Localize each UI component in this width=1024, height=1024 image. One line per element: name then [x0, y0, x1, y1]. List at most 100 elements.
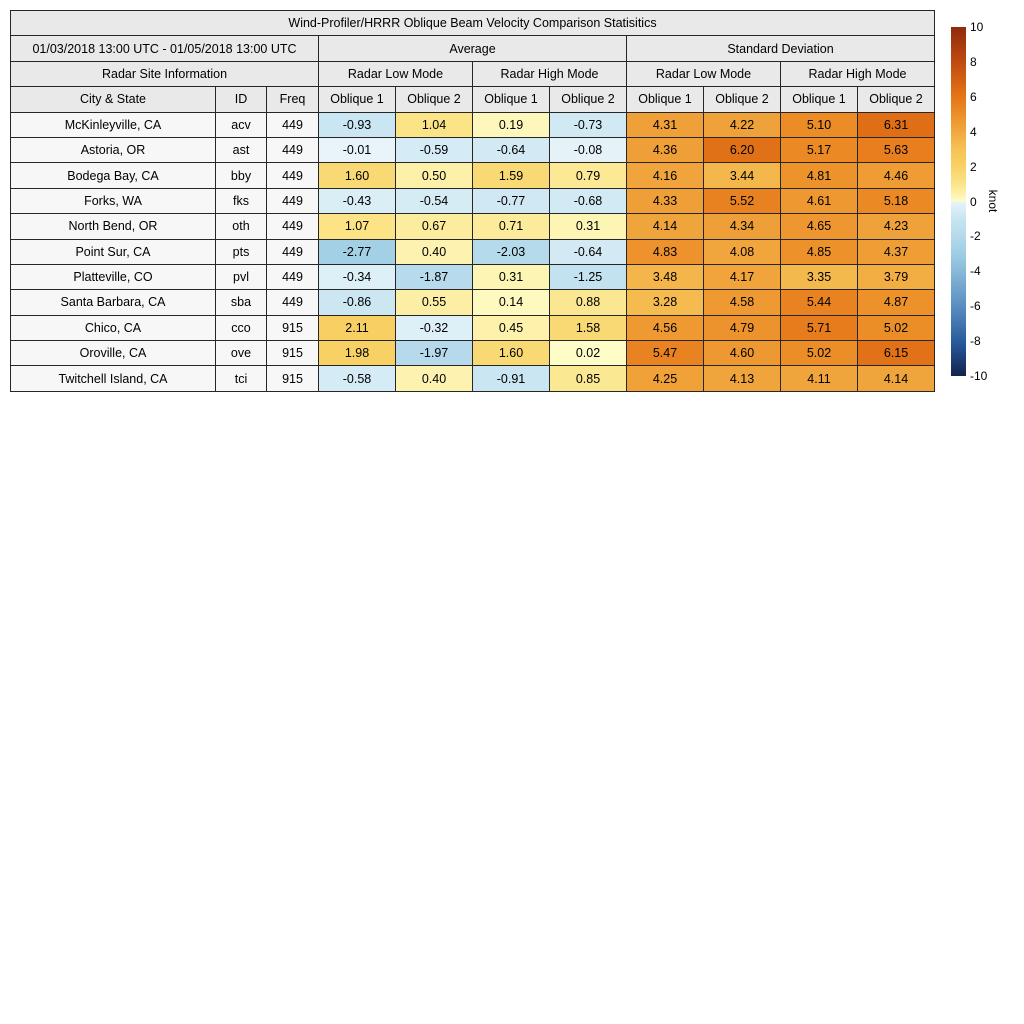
colorbar-tick-label: -6: [970, 299, 981, 314]
value-cell: 6.31: [857, 111, 935, 138]
value-cell: 4.11: [780, 365, 858, 392]
colorbar-tick-label: 6: [970, 89, 977, 104]
id-cell: tci: [215, 365, 267, 392]
city-cell: North Bend, OR: [10, 213, 216, 240]
value-cell: -0.34: [318, 263, 396, 291]
city-cell: Bodega Bay, CA: [10, 162, 216, 189]
value-cell: 4.08: [703, 238, 781, 265]
value-cell: 4.61: [780, 187, 858, 215]
table-row: McKinleyville, CA acv 449 -0.93 1.04 0.19 -0.7…: [10, 111, 935, 138]
value-cell: 1.58: [549, 314, 627, 342]
value-cell: 5.47: [626, 340, 704, 367]
value-cell: 0.79: [549, 162, 627, 189]
value-cell: 4.56: [626, 314, 704, 342]
value-cell: -1.87: [395, 263, 473, 291]
value-cell: -0.58: [318, 365, 396, 392]
city-cell: Oroville, CA: [10, 340, 216, 367]
value-cell: -0.64: [472, 136, 550, 164]
value-cell: -2.77: [318, 238, 396, 265]
site-info-header: Radar Site Information: [10, 60, 319, 88]
colorbar-unit-label: knot: [986, 189, 1000, 213]
mode-header-std-high: Radar High Mode: [780, 60, 935, 88]
value-cell: -0.54: [395, 187, 473, 215]
table-row: Oroville, CA ove 915 1.98 -1.97 1.60 0.02 5.47 4…: [10, 340, 935, 367]
table-row: Platteville, CO pvl 449 -0.34 -1.87 0.31 -1.25…: [10, 263, 935, 291]
value-cell: 4.22: [703, 111, 781, 138]
city-cell: Astoria, OR: [10, 136, 216, 164]
value-cell: 0.40: [395, 365, 473, 392]
mode-header-row: Radar Site Information Radar Low Mode Ra…: [10, 60, 935, 88]
value-cell: -0.08: [549, 136, 627, 164]
value-cell: -0.91: [472, 365, 550, 392]
value-cell: 0.45: [472, 314, 550, 342]
value-cell: -0.93: [318, 111, 396, 138]
column-header-oblique: Oblique 2: [857, 86, 935, 113]
freq-cell: 449: [266, 263, 319, 291]
value-cell: 0.50: [395, 162, 473, 189]
freq-cell: 449: [266, 162, 319, 189]
freq-cell: 915: [266, 314, 319, 342]
city-cell: McKinleyville, CA: [10, 111, 216, 138]
column-header-oblique: Oblique 1: [318, 86, 396, 113]
value-cell: 5.10: [780, 111, 858, 138]
column-header-city: City & State: [10, 86, 216, 113]
value-cell: 4.23: [857, 213, 935, 240]
value-cell: 1.98: [318, 340, 396, 367]
value-cell: -0.59: [395, 136, 473, 164]
value-cell: -0.86: [318, 289, 396, 316]
value-cell: 1.60: [318, 162, 396, 189]
value-cell: 2.11: [318, 314, 396, 342]
colorbar-tick-label: 4: [970, 124, 977, 139]
value-cell: -1.97: [395, 340, 473, 367]
value-cell: 4.16: [626, 162, 704, 189]
value-cell: 0.88: [549, 289, 627, 316]
city-cell: Platteville, CO: [10, 263, 216, 291]
value-cell: 4.46: [857, 162, 935, 189]
value-cell: -0.77: [472, 187, 550, 215]
city-cell: Point Sur, CA: [10, 238, 216, 265]
column-header-oblique: Oblique 1: [780, 86, 858, 113]
freq-cell: 449: [266, 238, 319, 265]
id-cell: fks: [215, 187, 267, 215]
value-cell: 5.02: [857, 314, 935, 342]
column-header-id: ID: [215, 86, 267, 113]
freq-cell: 449: [266, 136, 319, 164]
value-cell: 5.02: [780, 340, 858, 367]
colorbar-tick-label: -4: [970, 264, 981, 279]
id-cell: oth: [215, 213, 267, 240]
value-cell: 5.71: [780, 314, 858, 342]
value-cell: 5.18: [857, 187, 935, 215]
id-cell: bby: [215, 162, 267, 189]
value-cell: 6.20: [703, 136, 781, 164]
city-cell: Twitchell Island, CA: [10, 365, 216, 392]
value-cell: 0.67: [395, 213, 473, 240]
value-cell: 5.44: [780, 289, 858, 316]
value-cell: 4.85: [780, 238, 858, 265]
mode-header-avg-high: Radar High Mode: [472, 60, 627, 88]
value-cell: 4.25: [626, 365, 704, 392]
stddev-group-header: Standard Deviation: [626, 35, 935, 62]
value-cell: 4.34: [703, 213, 781, 240]
freq-cell: 915: [266, 365, 319, 392]
column-header-oblique: Oblique 2: [703, 86, 781, 113]
id-cell: pvl: [215, 263, 267, 291]
value-cell: 3.44: [703, 162, 781, 189]
table-row: Santa Barbara, CA sba 449 -0.86 0.55 0.14 0.88…: [10, 289, 935, 316]
value-cell: 3.35: [780, 263, 858, 291]
value-cell: 0.71: [472, 213, 550, 240]
table-row: North Bend, OR oth 449 1.07 0.67 0.71 0.31 4.14…: [10, 213, 935, 240]
value-cell: 0.14: [472, 289, 550, 316]
value-cell: 4.17: [703, 263, 781, 291]
value-cell: 0.55: [395, 289, 473, 316]
value-cell: 4.60: [703, 340, 781, 367]
table-row: Bodega Bay, CA bby 449 1.60 0.50 1.59 0.79 4.16…: [10, 162, 935, 189]
city-cell: Forks, WA: [10, 187, 216, 215]
value-cell: -0.43: [318, 187, 396, 215]
value-cell: 0.02: [549, 340, 627, 367]
value-cell: 4.36: [626, 136, 704, 164]
column-header-freq: Freq: [266, 86, 319, 113]
value-cell: 3.48: [626, 263, 704, 291]
value-cell: 1.59: [472, 162, 550, 189]
value-cell: 4.65: [780, 213, 858, 240]
freq-cell: 449: [266, 111, 319, 138]
